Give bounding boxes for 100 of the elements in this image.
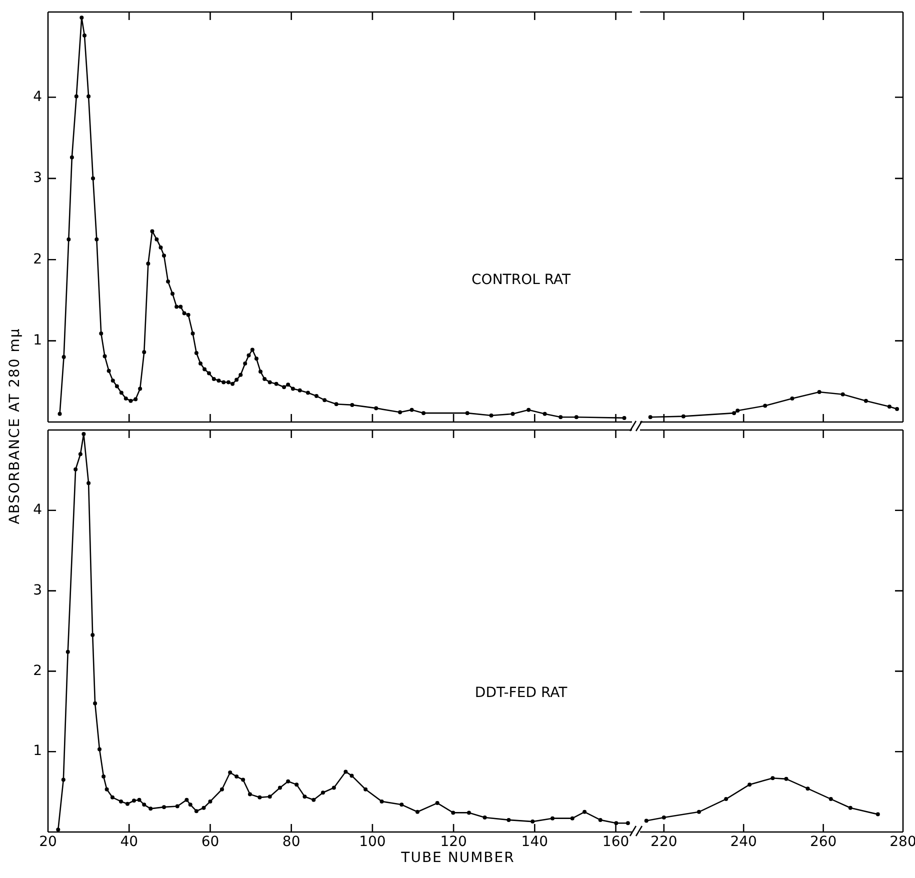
point <box>466 810 471 815</box>
point <box>74 467 78 472</box>
y-axis-title: ABSORBANCE AT 280 mμ <box>7 328 23 524</box>
point <box>763 404 768 408</box>
point <box>248 792 252 796</box>
point <box>876 812 880 816</box>
point <box>350 774 354 778</box>
point <box>864 398 868 403</box>
point <box>142 802 146 807</box>
point <box>137 798 142 802</box>
point <box>61 778 66 782</box>
point <box>286 779 290 784</box>
point <box>400 802 404 807</box>
point <box>648 415 652 420</box>
point <box>56 828 60 832</box>
point <box>66 650 70 654</box>
x-tick-label: 20 <box>39 834 57 850</box>
y-tick-label: 3 <box>33 170 42 186</box>
x-tick-label: 260 <box>810 834 837 850</box>
point <box>451 810 456 815</box>
point <box>840 392 845 396</box>
point <box>806 786 810 791</box>
point <box>258 795 262 800</box>
x-tick-label: 100 <box>359 834 386 850</box>
point <box>302 794 307 799</box>
point <box>125 802 130 806</box>
x-tick-label: 240 <box>730 834 757 850</box>
point <box>104 787 109 792</box>
point <box>736 408 740 413</box>
point <box>184 798 189 802</box>
point <box>119 799 123 804</box>
point <box>228 770 232 775</box>
point <box>364 787 368 792</box>
point <box>848 806 852 810</box>
point <box>86 481 91 486</box>
point <box>598 818 602 822</box>
point <box>312 798 316 802</box>
y-tick-label: 3 <box>33 582 42 598</box>
point <box>268 794 272 799</box>
point <box>415 810 420 814</box>
point <box>132 798 136 803</box>
point <box>175 804 180 808</box>
point <box>626 821 630 826</box>
point <box>530 820 535 824</box>
point <box>208 799 212 804</box>
point <box>220 787 224 792</box>
point <box>110 795 114 800</box>
point <box>278 786 282 790</box>
point <box>732 411 736 416</box>
point <box>194 809 198 814</box>
point <box>770 776 775 780</box>
point <box>828 797 833 802</box>
point <box>148 806 153 811</box>
point <box>550 816 555 820</box>
annotation: CONTROL RAT <box>472 272 571 288</box>
point <box>435 801 440 806</box>
point <box>724 797 728 802</box>
y-tick-label: 4 <box>33 88 42 105</box>
x-tick-label: 120 <box>440 834 467 850</box>
point <box>790 396 794 400</box>
point <box>887 404 892 409</box>
point <box>294 782 299 787</box>
point <box>570 816 574 820</box>
x-tick-label: 280 <box>890 834 915 850</box>
x-tick-label: 160 <box>602 834 630 850</box>
point <box>93 701 98 706</box>
x-tick-label: 140 <box>521 834 548 850</box>
annotation: DDT-FED RAT <box>474 684 568 701</box>
point <box>582 810 587 814</box>
point <box>506 818 511 822</box>
point <box>614 821 618 826</box>
point <box>784 776 788 781</box>
x-tick-label: 60 <box>201 834 220 850</box>
point <box>234 774 239 779</box>
point <box>90 633 95 638</box>
y-tick-label: 1 <box>33 743 42 760</box>
x-axis-title: TUBE NUMBER <box>401 850 515 866</box>
point <box>102 774 106 779</box>
y-tick-label: 2 <box>33 662 42 679</box>
point <box>98 747 102 752</box>
point <box>748 782 752 787</box>
point <box>82 432 86 436</box>
point <box>162 805 166 810</box>
point <box>344 770 348 774</box>
point <box>482 816 487 820</box>
y-tick-label: 2 <box>33 251 42 268</box>
point <box>78 452 82 456</box>
point <box>817 390 822 394</box>
point <box>332 786 336 790</box>
point <box>662 816 666 820</box>
point <box>188 802 192 807</box>
point <box>241 778 246 782</box>
y-tick-label: 4 <box>33 502 42 518</box>
point <box>644 818 648 823</box>
x-tick-label: 220 <box>650 834 678 850</box>
point <box>202 806 206 810</box>
point <box>696 810 701 814</box>
point <box>895 407 900 412</box>
point <box>380 799 384 804</box>
x-tick-label: 40 <box>120 834 138 850</box>
